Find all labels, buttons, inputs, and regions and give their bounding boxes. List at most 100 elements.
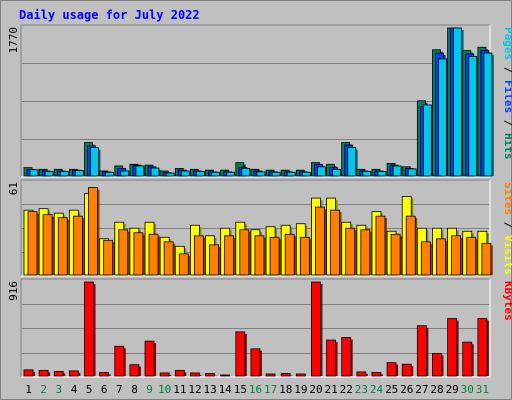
- panel-kbytes-kbytes-bar-25-side: [396, 364, 399, 376]
- panel-kbytes-kbytes-bar-19: [295, 373, 308, 377]
- panel-visits-sites-bar-16-face: [254, 235, 265, 276]
- day-label-29: 29: [446, 383, 459, 396]
- panel-visits-sites-bar-13-side: [218, 246, 221, 275]
- panel-hits-legend-entry-4: /: [502, 113, 512, 133]
- panel-visits-sites-bar-14-side: [233, 237, 236, 275]
- panel-kbytes-kbytes-bar-29-side: [456, 320, 459, 376]
- panel-visits-sites-bar-15-side: [248, 231, 251, 275]
- panel-kbytes-kbytes-bar-4-face: [68, 370, 79, 377]
- day-label-26: 26: [400, 383, 413, 396]
- panel-visits-sites-bar-17-side: [279, 239, 282, 275]
- panel-kbytes-kbytes-bar-9-face: [144, 340, 155, 377]
- day-label-7: 7: [116, 383, 123, 396]
- panel-visits-sites-bar-13-face: [209, 244, 219, 276]
- panel-visits-sites-bar-9-side: [158, 236, 161, 275]
- panel-kbytes-kbytes-bar-6: [99, 372, 111, 377]
- panel-visits-sites-bar-14-face: [224, 235, 235, 276]
- panel-hits-pages-bar-31-face: [483, 52, 493, 177]
- panel-visits-sites-bar-20-side: [324, 209, 327, 275]
- panel-visits-sites-bar-13: [209, 244, 221, 276]
- panel-visits-sites-bar-12-face: [194, 235, 204, 276]
- panel-hits-pages-bar-5-side: [98, 149, 101, 176]
- panel-kbytes-kbytes-bar-23-face: [356, 371, 367, 377]
- panel-hits: 1770 Pages / Files / Hits: [7, 24, 512, 178]
- panel-hits-pages-bar-10-face: [165, 172, 175, 177]
- panel-kbytes-kbytes-bar-1-side: [33, 371, 35, 376]
- panel-hits-pages-bar-7-face: [120, 170, 130, 177]
- day-label-6: 6: [101, 383, 108, 396]
- panel-kbytes-kbytes-bar-30: [462, 341, 474, 377]
- panel-visits-sites-bar-6-face: [103, 239, 114, 276]
- panel-hits-pages-bar-27-face: [422, 104, 432, 177]
- day-label-21: 21: [324, 383, 337, 396]
- day-label-1: 1: [25, 383, 32, 396]
- panel-visits-sites-bar-18-side: [294, 236, 297, 275]
- panel-kbytes-kbytes-bar-21-side: [335, 342, 338, 376]
- panel-hits-pages-bar-29-face: [453, 27, 463, 177]
- panel-hits-pages-bar-30-face: [468, 56, 478, 177]
- panel-hits-pages-bar-3-face: [59, 171, 69, 177]
- day-label-13: 13: [203, 383, 216, 396]
- panel-visits-sites-bar-3-face: [57, 217, 68, 276]
- panel-visits-sites-bar-18: [284, 233, 297, 276]
- day-label-31: 31: [476, 383, 489, 396]
- panel-visits-sites-bar-31-face: [481, 242, 492, 276]
- panel-kbytes-kbytes-bar-20-face: [311, 281, 321, 377]
- panel-visits-sites-bar-28: [436, 238, 448, 276]
- panel-visits-sites-bar-11-side: [188, 255, 191, 275]
- panel-visits-sites-bar-10-face: [163, 241, 174, 276]
- panel-hits-legend-entry-3: Files: [502, 80, 512, 113]
- panel-visits-sites-bar-6: [103, 239, 115, 276]
- panel-visits-sites-bar-27: [420, 241, 433, 276]
- panel-kbytes-kbytes-bar-12-face: [190, 372, 200, 377]
- panel-visits-sites-bar-23-face: [360, 229, 371, 276]
- panel-visits-sites-bar-3-side: [67, 219, 70, 275]
- day-label-15: 15: [234, 383, 247, 396]
- panel-kbytes-kbytes-bar-23: [356, 371, 368, 377]
- panel-visits-sites-bar-15: [239, 229, 251, 276]
- panel-visits-sites-bar-11: [178, 253, 191, 276]
- panel-visits-sites-bar-12: [194, 235, 206, 276]
- panel-kbytes-kbytes-bar-27: [416, 325, 429, 377]
- panel-visits-sites-bar-22-side: [354, 230, 357, 275]
- panel-hits-pages-bar-11-face: [180, 170, 190, 177]
- panel-visits-legend-entry-2: /: [502, 215, 512, 235]
- panel-hits-pages-bar-25-face: [392, 165, 402, 177]
- panel-visits-sites-bar-20: [315, 206, 327, 276]
- panel-kbytes-kbytes-bar-3: [53, 370, 66, 377]
- panel-kbytes-kbytes-bar-16: [250, 348, 262, 377]
- panel-hits-pages-bar-14-face: [226, 171, 236, 177]
- day-label-24: 24: [370, 383, 384, 396]
- panel-kbytes-kbytes-bar-4: [68, 370, 81, 377]
- panel-visits-sites-bar-12-side: [203, 237, 206, 275]
- panel-visits-sites-bar-4-side: [82, 218, 85, 275]
- panel-hits-pages-bar-9-face: [150, 167, 160, 177]
- panel-visits-legend: Sites / Visits: [502, 182, 512, 275]
- panel-kbytes-kbytes-bar-7-face: [114, 345, 125, 377]
- panel-kbytes-kbytes-bar-25: [386, 362, 399, 377]
- day-label-4: 4: [71, 383, 78, 396]
- panel-visits-sites-bar-28-face: [436, 238, 446, 276]
- panel-hits-pages-bar-31: [483, 52, 494, 177]
- panel-visits-sites-bar-30-face: [466, 236, 477, 276]
- panel-hits-pages-bar-24-face: [377, 171, 387, 177]
- panel-visits-sites-bar-7-side: [127, 231, 130, 275]
- panel-visits-sites-bar-19: [299, 236, 312, 276]
- panel-kbytes-kbytes-bar-26: [401, 363, 414, 377]
- panel-kbytes-kbytes-bar-28: [432, 353, 444, 377]
- panel-visits-sites-bar-31-side: [490, 245, 493, 275]
- panel-visits-sites-bar-4: [72, 215, 85, 276]
- panel-hits-pages-bar-20-face: [317, 166, 326, 177]
- panel-kbytes-kbytes-bar-18-face: [280, 373, 291, 377]
- panel-kbytes-kbytes-bar-31: [477, 318, 489, 377]
- panel-kbytes-kbytes-bar-3-face: [53, 370, 64, 377]
- panel-visits-sites-bar-14: [224, 235, 236, 276]
- day-label-25: 25: [385, 383, 398, 396]
- panel-kbytes-kbytes-bar-30-side: [471, 344, 474, 376]
- panel-visits-sites-bar-10: [163, 241, 176, 276]
- panel-kbytes-kbytes-bar-20-side: [320, 284, 323, 376]
- panel-kbytes-kbytes-bar-15: [235, 331, 247, 377]
- panel-kbytes-kbytes-bar-3-side: [63, 373, 66, 376]
- panel-kbytes-kbytes-bar-28-face: [432, 353, 442, 377]
- chart-panels: 1770 Pages / Files / Hits 61 Sites / Visits…: [7, 24, 512, 378]
